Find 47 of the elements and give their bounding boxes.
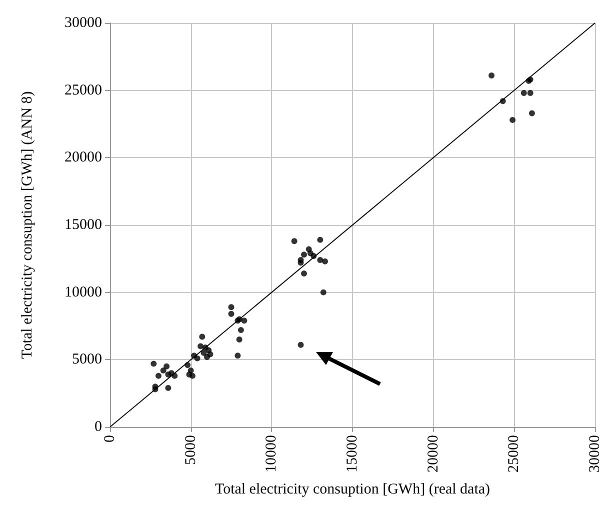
point [317,236,324,243]
point [322,258,328,264]
point [165,384,172,391]
point [520,90,527,96]
x-axis-title: Total electricity consuption [GWh] (real data) [214,482,490,498]
y-tick-label: 15000 [64,217,102,233]
x-tick-label: 30000 [587,435,603,472]
point [298,260,304,266]
point [189,372,196,379]
x-tick-label: 10000 [264,435,280,472]
y-tick-label: 25000 [64,82,102,98]
point [528,110,535,116]
point [194,355,200,362]
y-tick-label: 10000 [64,284,102,300]
point [241,318,248,324]
y-tick-label: 30000 [64,15,102,31]
y-axis-title: Total electricity consuption [GWh] (ANN 8) [20,91,36,359]
x-tick-label: 15000 [344,435,360,472]
point [188,367,194,374]
point [488,72,495,79]
point [228,304,234,310]
point [527,90,534,96]
point [150,360,157,367]
point [160,367,166,374]
x-tick-label: 0 [102,435,118,442]
point [238,327,244,334]
point [301,270,307,276]
point [164,363,170,370]
y-tick-label: 5000 [72,352,102,368]
y-tick-label: 0 [94,419,102,435]
point [207,351,214,358]
x-tick-label: 5000 [182,435,199,465]
y-tick-label: 20000 [64,150,102,166]
point [298,342,304,348]
x-tick-label: 25000 [506,435,522,472]
point [317,257,324,264]
point [228,310,234,317]
point [291,238,298,244]
point [320,289,326,296]
point [301,252,307,258]
point [236,336,242,342]
point [198,343,204,350]
point [199,334,206,340]
point [510,116,516,123]
point [156,372,162,379]
x-tick-label: 20000 [425,435,442,472]
point [234,352,241,359]
